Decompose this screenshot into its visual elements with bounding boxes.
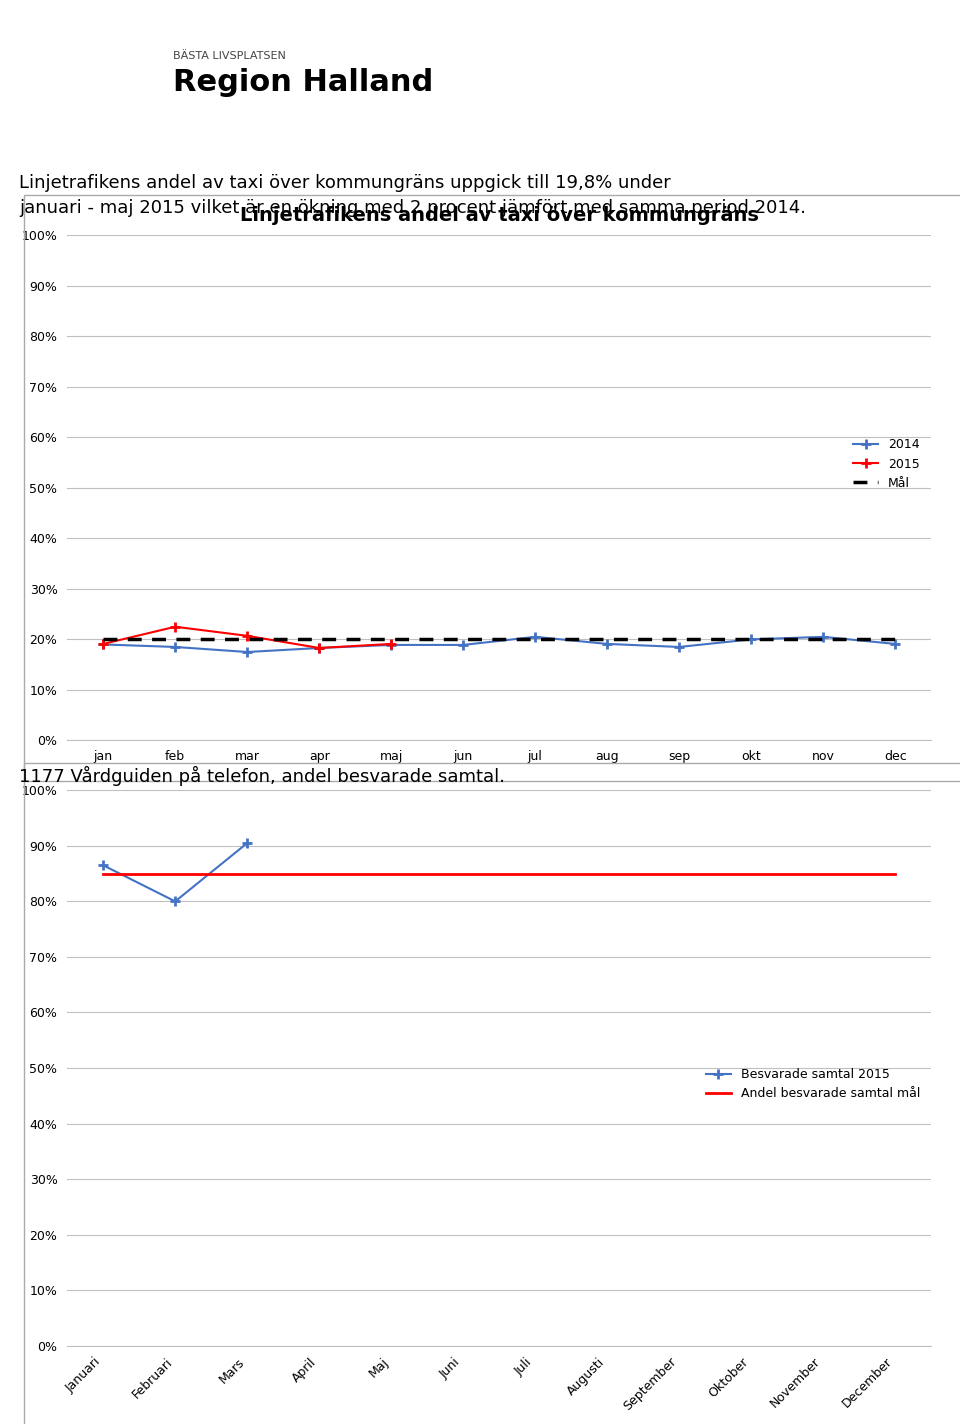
Legend: 2014, 2015, Mål: 2014, 2015, Mål — [849, 433, 924, 494]
Text: 1177 Vårdguiden på telefon, andel besvarade samtal.: 1177 Vårdguiden på telefon, andel besvar… — [19, 766, 505, 786]
Text: Linjetrafikens andel av taxi över kommungräns uppgick till 19,8% under: Linjetrafikens andel av taxi över kommun… — [19, 174, 671, 192]
Title: Linjetrafikens andel av taxi över kommungräns: Linjetrafikens andel av taxi över kommun… — [240, 206, 758, 225]
Text: Region Halland: Region Halland — [173, 68, 433, 97]
Legend: Besvarade samtal 2015, Andel besvarade samtal mål: Besvarade samtal 2015, Andel besvarade s… — [701, 1064, 924, 1105]
Text: januari - maj 2015 vilket är en ökning med 2 procent jämfört med samma period 20: januari - maj 2015 vilket är en ökning m… — [19, 199, 806, 218]
Text: BÄSTA LIVSPLATSEN: BÄSTA LIVSPLATSEN — [173, 51, 286, 61]
